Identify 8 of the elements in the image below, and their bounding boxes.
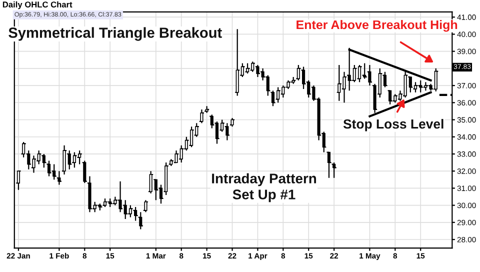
annotation: Enter Above Breakout High — [296, 20, 458, 32]
candlestick — [230, 117, 234, 128]
annotation: Symmetrical Triangle Breakout — [8, 27, 222, 41]
annotation: Stop Loss Level — [343, 118, 444, 132]
chart-title: Daily OHLC Chart — [2, 1, 72, 10]
candlestick — [327, 152, 331, 178]
annotation: Intraday Pattern Set Up #1 — [212, 173, 316, 202]
candlestick — [144, 200, 148, 213]
